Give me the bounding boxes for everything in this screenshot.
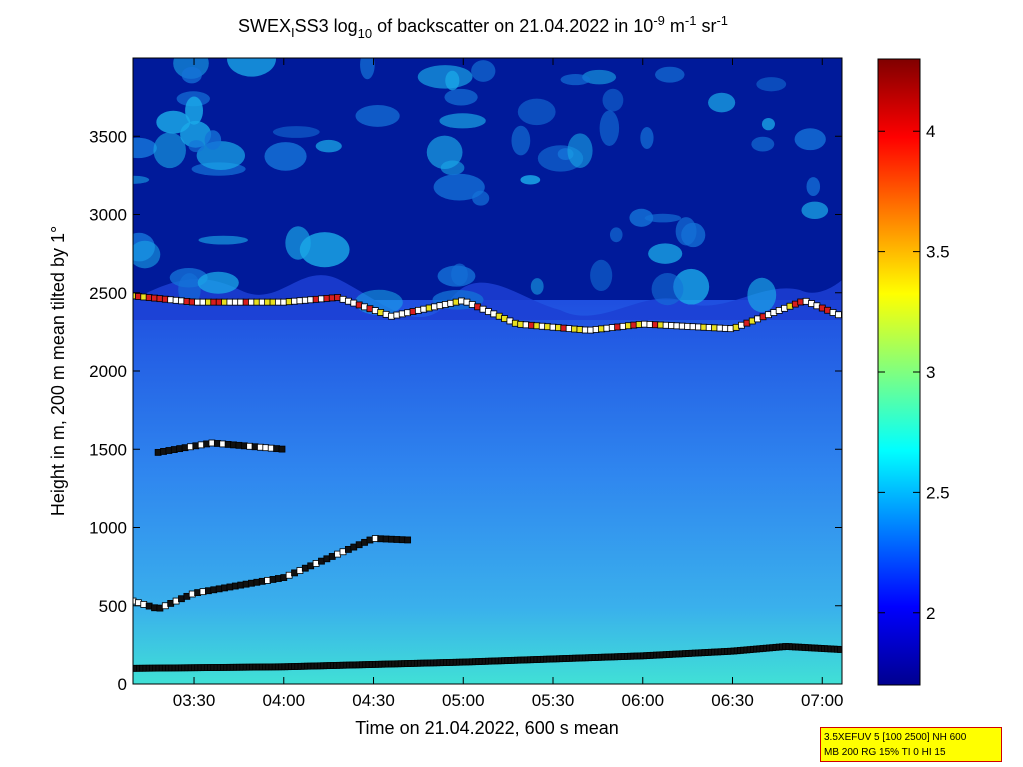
layer-marker [837, 646, 842, 653]
backscatter-patch [451, 263, 468, 286]
x-tick-label: 05:30 [532, 691, 575, 710]
backscatter-patch [520, 175, 541, 185]
y-tick-label: 1000 [89, 519, 127, 538]
heatmap-boundary [133, 275, 842, 320]
backscatter-patch [285, 226, 311, 260]
backscatter-patch [444, 88, 478, 106]
backscatter-patch [801, 201, 829, 219]
backscatter-patch [751, 136, 775, 152]
backscatter-patch [517, 98, 556, 126]
colorbar-tick-label: 4 [926, 122, 935, 141]
backscatter-patch [417, 65, 473, 89]
x-tick-label: 04:30 [352, 691, 395, 710]
y-tick-label: 1500 [89, 440, 127, 459]
x-tick-label: 04:00 [263, 691, 306, 710]
chart-title: SWEXISS3 log10 of backscatter on 21.04.2… [238, 13, 728, 41]
layer-marker [278, 445, 286, 453]
backscatter-patch [227, 58, 277, 77]
backscatter-patch [272, 126, 320, 138]
backscatter-patch [153, 132, 186, 169]
backscatter-patch [188, 140, 205, 153]
colorbar-tick-label: 2.5 [926, 483, 950, 502]
backscatter-patch [644, 213, 682, 223]
info-line-2: MB 200 RG 15% TI 0 HI 15 [824, 747, 946, 758]
y-tick-label: 2500 [89, 284, 127, 303]
heatmap [133, 58, 842, 684]
backscatter-patch [264, 142, 307, 171]
backscatter-patch [315, 139, 342, 153]
backscatter-patch [198, 235, 248, 245]
backscatter-patch [756, 77, 787, 92]
backscatter-patch [567, 133, 593, 168]
y-axis: 0 500 1000 1500 2000 2500 3000 3500 [89, 127, 842, 694]
x-tick-label: 06:00 [621, 691, 664, 710]
y-tick-label: 3000 [89, 206, 127, 225]
heatmap-patches [133, 58, 829, 315]
x-tick-label: 07:00 [801, 691, 844, 710]
y-tick-label: 0 [118, 675, 127, 694]
backscatter-patch [602, 88, 624, 112]
backscatter-patch [648, 243, 683, 264]
backscatter-patch [747, 277, 777, 313]
y-axis-label: Height in m, 200 m mean tilted by 1° [48, 226, 68, 516]
backscatter-patch [609, 227, 623, 243]
backscatter-patch [761, 117, 775, 131]
x-axis-label: Time on 21.04.2022, 600 s mean [355, 718, 619, 738]
backscatter-patch [133, 175, 150, 184]
backscatter-patch [655, 66, 685, 83]
backscatter-patch [582, 69, 617, 85]
layer-marker [404, 536, 412, 544]
x-tick-label: 03:30 [173, 691, 216, 710]
backscatter-patch [599, 110, 620, 147]
colorbar-tick-label: 2 [926, 604, 935, 623]
backscatter-patch [433, 173, 485, 201]
colorbar-axis: 2 2.5 3 3.5 4 [878, 122, 950, 623]
y-tick-label: 500 [99, 597, 127, 616]
backscatter-patch [133, 137, 157, 159]
colorbar-tick-label: 3 [926, 363, 935, 382]
backscatter-patch [794, 128, 826, 151]
backscatter-patch [560, 74, 591, 86]
info-line-1: 3.5XEFUV 5 [100 2500] NH 600 [824, 732, 967, 743]
backscatter-patch [511, 125, 531, 156]
backscatter-patch [673, 268, 710, 305]
layer-marker [835, 311, 842, 319]
x-tick-label: 05:00 [442, 691, 485, 710]
backscatter-patch [629, 208, 654, 227]
heatmap-lower-layer [133, 300, 842, 684]
y-tick-label: 3500 [89, 127, 127, 146]
backscatter-patch [204, 130, 222, 150]
processing-info-box: 3.5XEFUV 5 [100 2500] NH 600 MB 200 RG 1… [820, 727, 1002, 762]
backscatter-patch [651, 273, 684, 306]
backscatter-patch [185, 96, 204, 125]
backscatter-patch [197, 271, 239, 294]
backscatter-patch [181, 66, 202, 84]
backscatter-patch [806, 177, 821, 197]
x-tick-label: 06:30 [711, 691, 754, 710]
backscatter-patch [471, 60, 496, 82]
backscatter-patch [530, 278, 544, 295]
backscatter-patch [675, 217, 697, 246]
backscatter-patch [360, 58, 375, 80]
colorbar-tick-label: 3.5 [926, 243, 950, 262]
backscatter-patch [439, 113, 486, 129]
backscatter-patch [426, 135, 463, 169]
backscatter-patch [156, 110, 191, 134]
backscatter-patch [355, 105, 400, 127]
backscatter-patch [133, 240, 161, 269]
backscatter-patch [299, 232, 350, 268]
x-axis: 03:30 04:00 04:30 05:00 05:30 06:00 06:30 07:00 [173, 58, 844, 710]
backscatter-patch [708, 92, 736, 113]
backscatter-patch [590, 259, 613, 292]
backscatter-patch [640, 127, 654, 149]
layer-markers [133, 292, 842, 672]
y-tick-label: 2000 [89, 362, 127, 381]
